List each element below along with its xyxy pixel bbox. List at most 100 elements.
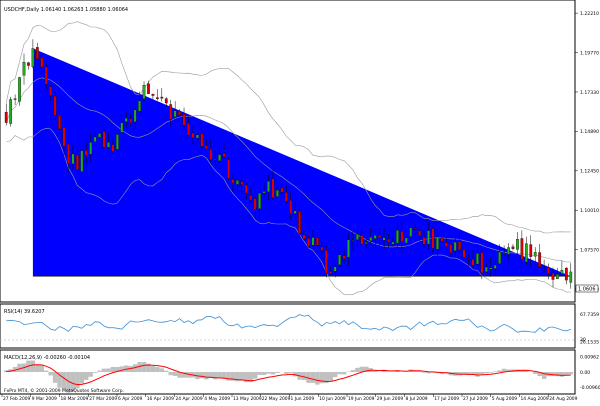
candle-body [290,200,292,213]
candle-body [490,268,492,270]
candle-body [321,247,323,250]
candle-body [112,145,114,152]
macd-bar [284,372,288,374]
candle-body [330,271,332,273]
candle-body [27,63,29,66]
candle-body [481,253,483,273]
candle-body [503,254,505,255]
macd-bar [62,372,66,389]
date-tick-label: 9 Mar 2009 [32,396,57,402]
macd-bar [80,372,84,384]
candle-body [405,238,407,243]
macd-bar [142,362,146,372]
date-tick-label: 27 Mar 2009 [89,396,117,402]
macd-bar [200,372,204,378]
candle-body [325,250,327,273]
candle-body [516,239,518,249]
candle-body [196,135,198,138]
macd-bar [226,372,230,381]
candle-body [187,123,189,135]
date-tick-label: 14 Aug 2009 [521,396,549,402]
macd-bar [35,365,39,372]
macd-bar [93,372,97,373]
date-tick-label: 8 Jul 2009 [406,396,428,402]
candle-body [209,149,211,160]
candle-body [547,267,549,274]
candle-body [530,245,532,257]
candle-body [45,67,47,84]
candle-body [423,237,425,244]
macd-bar [569,372,573,374]
date-tick-label: 13 May 2009 [233,396,262,402]
macd-bar [489,372,493,373]
date-tick-label: 1 Jun 2009 [291,396,315,402]
candle-body [387,239,389,242]
candle-body [129,119,131,123]
candle-body [312,237,314,245]
candle-body [383,238,385,241]
macd-bar [386,371,390,372]
macd-bar [551,372,555,376]
macd-bar [289,372,293,373]
candle-body [512,247,514,249]
candle-body [534,252,536,256]
macd-bar [44,371,48,372]
candle-body [396,230,398,243]
candle-body [214,159,216,160]
candle-body [161,97,163,98]
macd-bar [106,368,110,372]
candle-body [98,133,100,137]
macd-bar [275,372,279,373]
macd-bar [40,365,44,372]
candle-body [552,273,554,279]
candle-body [241,182,243,185]
date-tick-label: 29 Jun 2009 [377,396,404,402]
candle [54,92,56,120]
candle-body [152,94,154,95]
candle-body [245,185,247,193]
macd-bar [48,372,52,375]
candle [227,158,229,180]
macd-bar [111,367,115,372]
rsi-tick-label: 67.7359 [580,312,599,318]
candle-body [14,99,16,100]
macd-header: MACD(12,26,9) -0.00260 -0.00104 [4,355,90,361]
candle-body [343,256,345,259]
candle-body [276,190,278,197]
candle-body [303,235,305,239]
candle-body [134,110,136,122]
macd-bar [337,372,341,374]
main-header: USDCHF,Daily 1.06140 1.06263 1.05880 1.0… [4,7,128,13]
price-axis: 1.222101.197701.173301.148901.124501.100… [575,11,599,293]
candle-body [561,270,563,274]
candle-body [227,159,229,179]
macd-bar [271,372,275,374]
candle-body [201,133,203,146]
macd-bar [533,372,537,374]
candle-body [76,155,78,170]
candle-body [338,255,340,265]
macd-bar [564,372,568,375]
candle-body [192,133,194,138]
candle-body [538,252,540,266]
macd-bar [53,372,57,383]
macd-bar [88,372,92,377]
macd-bar [204,372,208,379]
candle-body [543,269,545,270]
candle-body [467,258,469,259]
macd-bar [262,372,266,375]
candle [103,128,105,149]
candle-body [356,234,358,240]
candle-body [445,242,447,246]
candle-body [85,150,87,155]
macd-bar [160,368,164,372]
candle-body [281,188,283,192]
macd-bar [266,372,270,374]
candle-body [272,179,274,198]
candle-body [454,242,456,251]
candle-body [472,259,474,265]
macd-tick-label: 0.00962 [580,354,599,360]
